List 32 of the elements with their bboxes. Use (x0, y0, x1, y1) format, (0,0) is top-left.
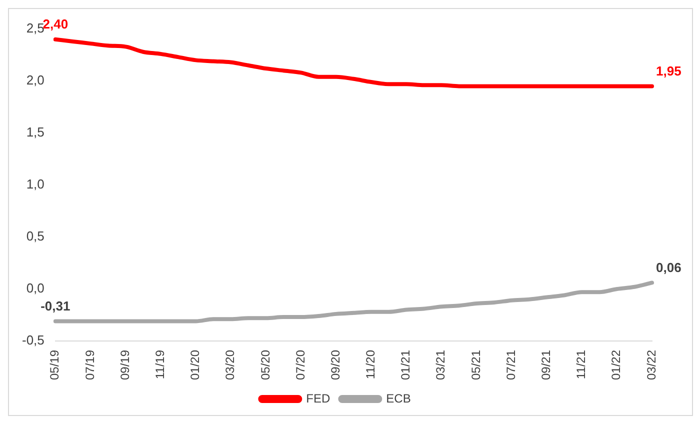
x-tick-label: 11/20 (364, 350, 378, 380)
x-tick-label: 09/19 (118, 350, 132, 380)
x-tick-label: 01/22 (609, 350, 624, 380)
y-tick-label: 2,5 (26, 20, 44, 36)
x-tick-label: 07/21 (504, 350, 518, 380)
x-tick-label: 09/20 (328, 350, 342, 380)
x-tick-label: 11/21 (574, 350, 588, 380)
y-tick-label: 1,5 (26, 124, 44, 140)
data-label: 1,95 (656, 63, 682, 78)
x-tick-label: 05/19 (48, 350, 62, 380)
data-label: 0,06 (656, 260, 682, 275)
x-tick-label: 07/19 (82, 350, 97, 380)
x-tick-label: 01/20 (188, 350, 202, 380)
x-tick-label: 09/21 (539, 350, 554, 380)
y-tick-label: 0,5 (26, 228, 44, 244)
x-tick-label: 05/21 (468, 350, 483, 380)
y-tick-label: -0,5 (22, 332, 44, 348)
x-tick-label: 05/20 (258, 350, 272, 380)
x-tick-label: 01/21 (398, 350, 413, 380)
x-tick-label: 11/19 (152, 350, 167, 380)
legend-label: FED (306, 391, 330, 406)
data-label: 2,40 (42, 16, 68, 32)
y-tick-label: 0,0 (26, 280, 44, 296)
y-tick-label: 1,0 (26, 176, 44, 192)
x-tick-label: 03/21 (434, 350, 448, 380)
x-tick-label: 03/22 (644, 350, 658, 380)
line-series (53, 37, 654, 88)
legend-label: ECB (386, 391, 411, 406)
y-tick-label: 2,0 (26, 72, 44, 88)
x-tick-label: 03/20 (223, 350, 238, 380)
x-tick-label: 07/20 (293, 350, 308, 380)
data-label: -0,31 (40, 298, 70, 314)
